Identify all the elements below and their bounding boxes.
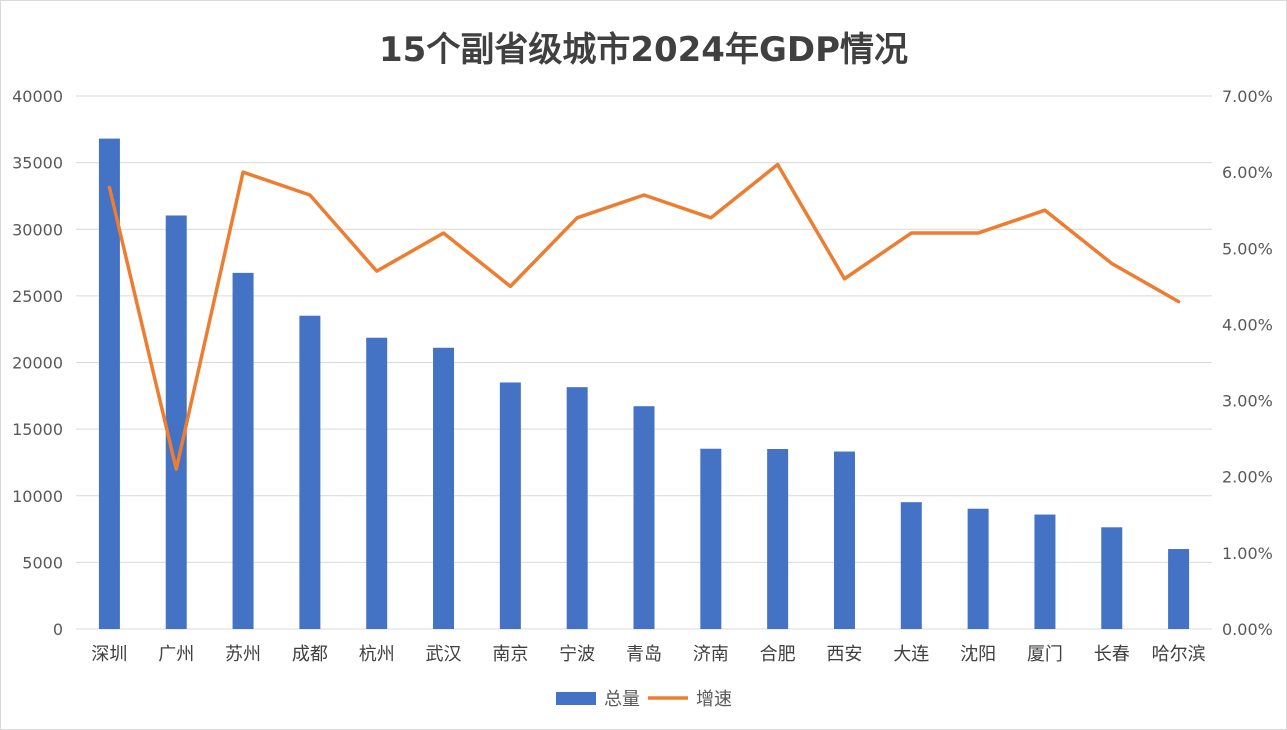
right-tick-label: 0.00% bbox=[1222, 620, 1273, 639]
bar bbox=[1168, 549, 1190, 629]
chart-title: 15个副省级城市2024年GDP情况 bbox=[379, 30, 908, 70]
legend-label-bar: 总量 bbox=[604, 689, 640, 710]
category-label: 沈阳 bbox=[960, 644, 996, 665]
right-tick-label: 3.00% bbox=[1222, 392, 1273, 411]
bar-series bbox=[98, 138, 1190, 629]
left-tick-label: 40000 bbox=[12, 87, 63, 106]
right-tick-label: 2.00% bbox=[1222, 468, 1273, 487]
category-label: 南京 bbox=[492, 644, 528, 665]
bar bbox=[366, 337, 388, 629]
bar bbox=[566, 387, 588, 629]
left-axis-ticks: 0 5000 10000 15000 20000 25000 30000 35000 40000 bbox=[12, 87, 63, 639]
category-label: 宁波 bbox=[559, 644, 595, 665]
category-label: 广州 bbox=[158, 644, 194, 665]
category-label: 济南 bbox=[693, 644, 729, 665]
category-label: 合肥 bbox=[760, 644, 796, 665]
right-tick-label: 4.00% bbox=[1222, 315, 1273, 334]
category-label: 哈尔滨 bbox=[1152, 644, 1206, 665]
bar bbox=[900, 502, 922, 629]
category-label: 深圳 bbox=[91, 644, 127, 665]
category-label: 长春 bbox=[1094, 644, 1130, 665]
left-tick-label: 5000 bbox=[22, 553, 63, 572]
right-tick-label: 6.00% bbox=[1222, 163, 1273, 182]
bar bbox=[232, 272, 254, 629]
left-tick-label: 0 bbox=[53, 620, 63, 639]
bar bbox=[1034, 514, 1056, 629]
right-axis-ticks: 0.00% 1.00% 2.00% 3.00% 4.00% 5.00% 6.00% 7.00% bbox=[1222, 87, 1273, 639]
category-label: 厦门 bbox=[1027, 644, 1063, 665]
category-label: 成都 bbox=[292, 644, 328, 665]
bar bbox=[299, 315, 321, 629]
bar bbox=[433, 347, 455, 629]
bar bbox=[967, 508, 989, 629]
bar bbox=[98, 138, 120, 629]
right-tick-label: 5.00% bbox=[1222, 239, 1273, 258]
right-tick-label: 7.00% bbox=[1222, 87, 1273, 106]
bar bbox=[165, 215, 187, 629]
left-tick-label: 15000 bbox=[12, 420, 63, 439]
legend-label-line: 增速 bbox=[696, 689, 732, 710]
category-label: 苏州 bbox=[225, 644, 261, 665]
right-tick-label: 1.00% bbox=[1222, 544, 1273, 563]
category-label: 武汉 bbox=[426, 644, 462, 665]
category-labels: 深圳 广州 苏州 成都 杭州 武汉 南京 宁波 青岛 济南 合肥 西安 大连 沈阳 厦门 长春 哈尔滨 bbox=[91, 644, 1205, 665]
left-tick-label: 20000 bbox=[12, 354, 63, 373]
bar bbox=[833, 451, 855, 629]
legend: 总量 增速 bbox=[556, 689, 732, 710]
category-label: 青岛 bbox=[626, 644, 662, 665]
bar bbox=[767, 449, 789, 629]
bar bbox=[1101, 527, 1123, 629]
left-tick-label: 25000 bbox=[12, 287, 63, 306]
bar bbox=[633, 406, 655, 629]
left-tick-label: 35000 bbox=[12, 154, 63, 173]
category-label: 大连 bbox=[893, 644, 929, 665]
bar bbox=[700, 448, 722, 629]
line-series bbox=[107, 162, 1181, 471]
left-tick-label: 10000 bbox=[12, 487, 63, 506]
bar bbox=[499, 382, 521, 629]
category-label: 西安 bbox=[826, 644, 862, 665]
category-label: 杭州 bbox=[359, 644, 395, 665]
left-tick-label: 30000 bbox=[12, 220, 63, 239]
legend-swatch-bar bbox=[556, 692, 596, 705]
